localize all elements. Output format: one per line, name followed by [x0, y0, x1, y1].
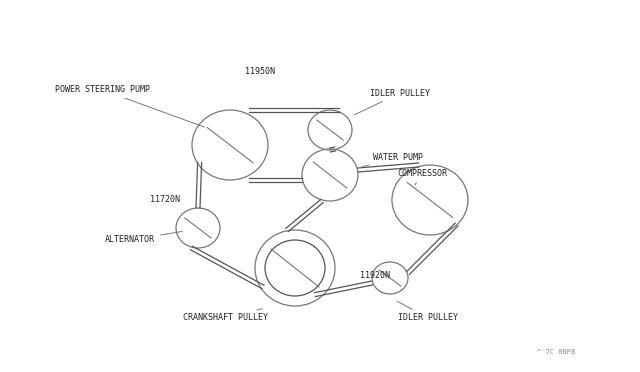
Text: CRANKSHAFT PULLEY: CRANKSHAFT PULLEY — [183, 309, 268, 323]
Text: COMPRESSOR: COMPRESSOR — [397, 169, 447, 185]
Text: IDLER PULLEY: IDLER PULLEY — [397, 301, 458, 323]
Text: IDLER PULLEY: IDLER PULLEY — [355, 89, 430, 115]
Text: ^ 7C 00P8: ^ 7C 00P8 — [537, 349, 575, 355]
Text: 11720N: 11720N — [150, 196, 180, 205]
Text: ALTERNATOR: ALTERNATOR — [105, 231, 182, 244]
Text: 11920N: 11920N — [360, 270, 390, 279]
Text: WATER PUMP: WATER PUMP — [361, 153, 423, 167]
Text: POWER STEERING PUMP: POWER STEERING PUMP — [55, 86, 204, 127]
Text: 11950N: 11950N — [245, 67, 275, 77]
